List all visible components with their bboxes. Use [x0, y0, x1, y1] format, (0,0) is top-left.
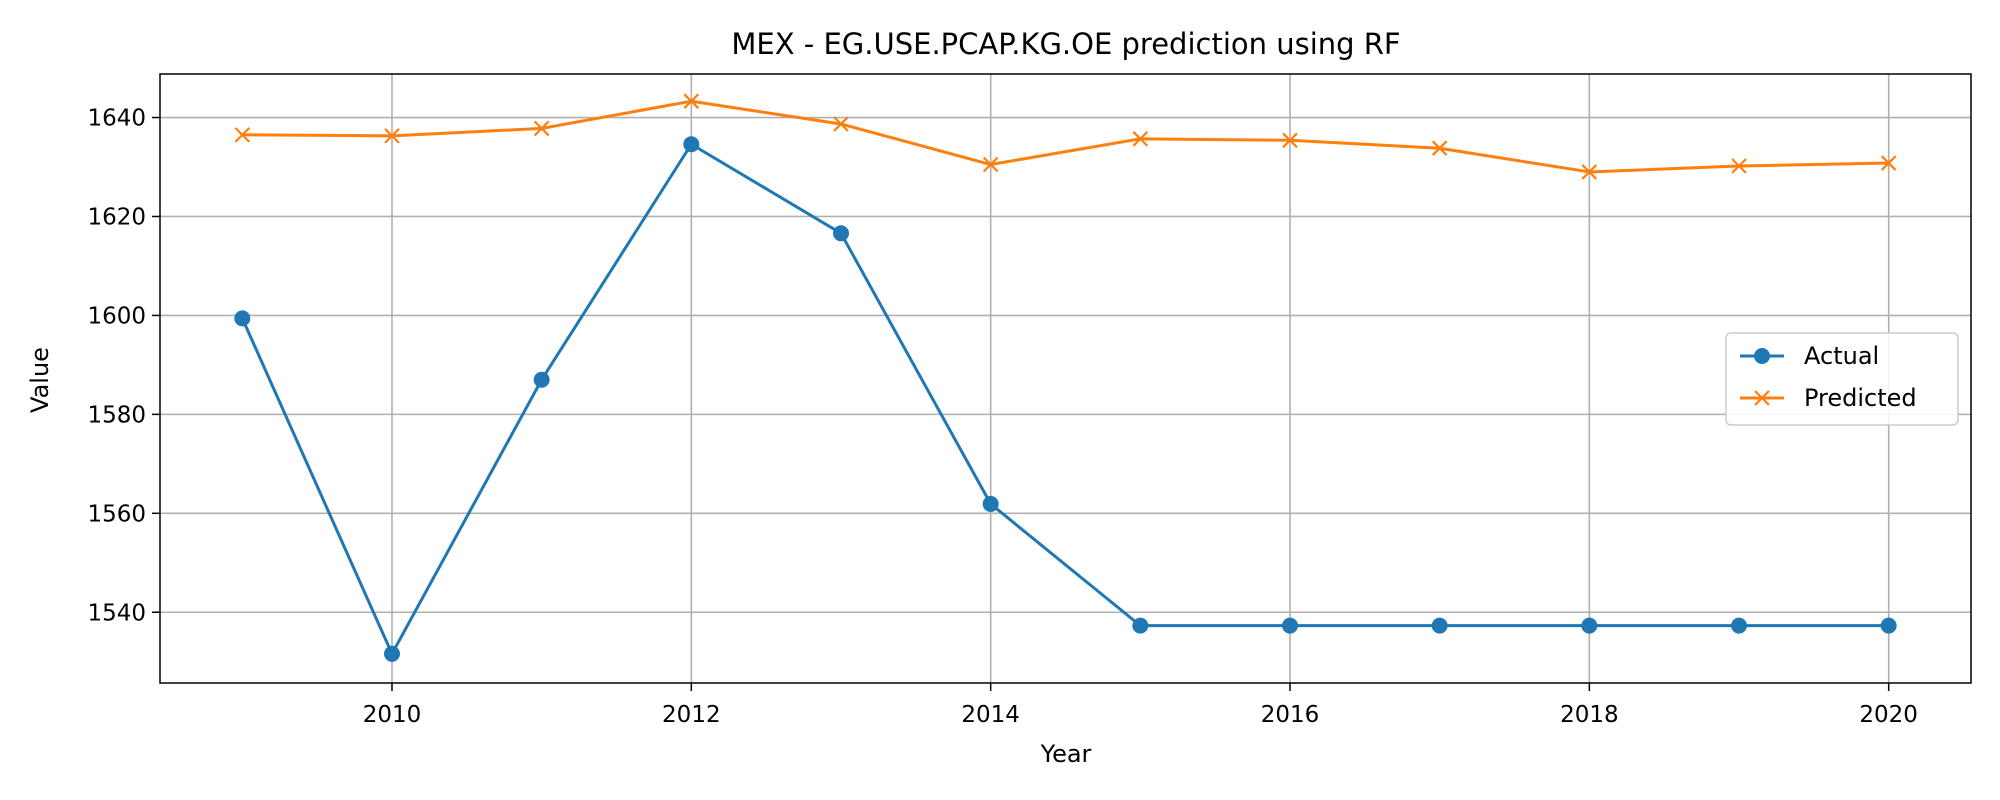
data-point-actual	[1581, 617, 1598, 634]
data-point-actual	[832, 225, 849, 242]
legend-marker-predicted	[1754, 390, 1770, 406]
y-tick-label: 1600	[87, 303, 146, 329]
legend-item-actual: Actual	[1740, 342, 1879, 370]
data-point-predicted	[683, 93, 700, 109]
data-point-predicted	[533, 120, 550, 137]
legend-label-predicted: Predicted	[1804, 384, 1917, 412]
data-point-predicted	[1880, 155, 1897, 171]
data-point-predicted	[1431, 140, 1448, 156]
data-point-actual	[1880, 617, 1897, 634]
series-layer	[234, 93, 1897, 662]
data-point-actual	[234, 310, 251, 327]
data-point-actual	[1731, 617, 1748, 634]
y-tick-label: 1640	[87, 106, 146, 132]
y-tick-label: 1580	[87, 402, 146, 428]
series-line-actual	[240, 142, 1889, 656]
series-line-predicted	[242, 99, 1889, 174]
data-point-actual	[982, 495, 999, 512]
plot-frame	[159, 73, 1972, 684]
data-point-predicted	[234, 127, 251, 143]
legend-label-actual: Actual	[1804, 342, 1879, 370]
x-tick-label: 2010	[363, 702, 422, 728]
y-axis-label: Value	[26, 347, 54, 413]
data-point-predicted	[982, 156, 999, 173]
chart-title: MEX - EG.USE.PCAP.KG.OE prediction using…	[731, 27, 1400, 61]
x-tick-label: 2016	[1261, 702, 1320, 728]
y-tick-label: 1560	[87, 501, 146, 527]
legend-item-predicted: Predicted	[1740, 384, 1917, 412]
y-tick-label: 1540	[87, 600, 146, 626]
legend-marker-actual	[1754, 348, 1770, 364]
data-point-actual	[1431, 617, 1448, 634]
axis-ticks: 2010 2012 2014 2016 2018 2020 1540 1560 1580 1600…	[87, 106, 1918, 728]
x-tick-label: 2020	[1859, 702, 1918, 728]
x-tick-label: 2012	[662, 702, 721, 728]
data-point-actual	[683, 136, 700, 153]
data-point-predicted	[1581, 164, 1598, 180]
data-point-predicted	[384, 128, 400, 144]
data-point-actual	[383, 645, 400, 662]
series-predicted	[234, 93, 1897, 180]
x-axis-label: Year	[1040, 740, 1092, 768]
x-tick-label: 2018	[1560, 702, 1619, 728]
data-point-predicted	[833, 116, 849, 132]
y-tick-label: 1620	[87, 204, 146, 230]
data-point-predicted	[1282, 132, 1298, 149]
series-actual	[234, 136, 1897, 662]
data-point-predicted	[1731, 158, 1747, 174]
data-point-actual	[1282, 617, 1299, 634]
x-tick-label: 2014	[961, 702, 1020, 728]
legend: Actual Predicted	[1725, 332, 1959, 426]
data-point-actual	[533, 371, 550, 388]
data-point-actual	[1132, 617, 1149, 634]
data-point-predicted	[1132, 131, 1149, 147]
